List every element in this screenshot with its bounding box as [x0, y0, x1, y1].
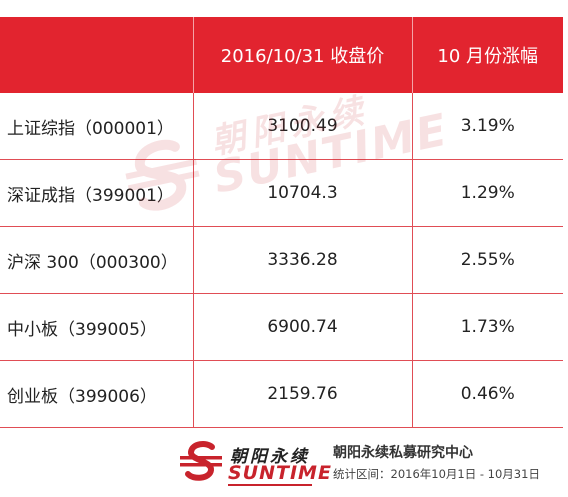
table-row: 创业板（399006） 2159.76 0.46%	[0, 360, 563, 428]
monthly-change: 3.19%	[411, 93, 563, 160]
table-row: 中小板（399005） 6900.74 1.73%	[0, 293, 563, 361]
header-close-price: 2016/10/31 收盘价	[192, 17, 412, 93]
close-price: 2159.76	[192, 360, 412, 428]
footer: 朝阳永续 SUNTIME 朝阳永续私募研究中心 统计区间：2016年10月1日 …	[0, 430, 568, 497]
close-price: 3336.28	[192, 226, 412, 294]
index-name: 中小板（399005）	[0, 293, 193, 361]
close-price: 6900.74	[192, 293, 412, 361]
brand-underline	[228, 484, 312, 486]
index-name: 上证综指（000001）	[0, 93, 193, 160]
close-price: 10704.3	[192, 159, 412, 227]
index-name: 深证成指（399001）	[0, 159, 193, 227]
monthly-change: 0.46%	[411, 360, 563, 428]
table-row: 沪深 300（000300） 3336.28 2.55%	[0, 226, 563, 294]
dollar-logo-icon	[180, 441, 222, 481]
index-name: 沪深 300（000300）	[0, 226, 193, 294]
table-row: 深证成指（399001） 10704.3 1.29%	[0, 159, 563, 227]
monthly-change: 1.29%	[411, 159, 563, 227]
header-index-name	[0, 17, 193, 93]
index-name: 创业板（399006）	[0, 360, 193, 428]
table-header-row: 2016/10/31 收盘价 10 月份涨幅	[0, 17, 563, 93]
organization-name: 朝阳永续私募研究中心	[333, 445, 473, 461]
statistics-period: 统计区间：2016年10月1日 - 10月31日	[333, 467, 540, 481]
header-monthly-change: 10 月份涨幅	[411, 17, 563, 93]
monthly-change: 1.73%	[411, 293, 563, 361]
close-price: 3100.49	[192, 93, 412, 160]
monthly-change: 2.55%	[411, 226, 563, 294]
table-row: 上证综指（000001） 3100.49 3.19%	[0, 93, 563, 160]
brand-name-cn: 朝阳永续	[230, 447, 310, 467]
brand-name-en: SUNTIME	[228, 462, 332, 484]
index-table: 2016/10/31 收盘价 10 月份涨幅 上证综指（000001） 3100…	[0, 17, 563, 428]
